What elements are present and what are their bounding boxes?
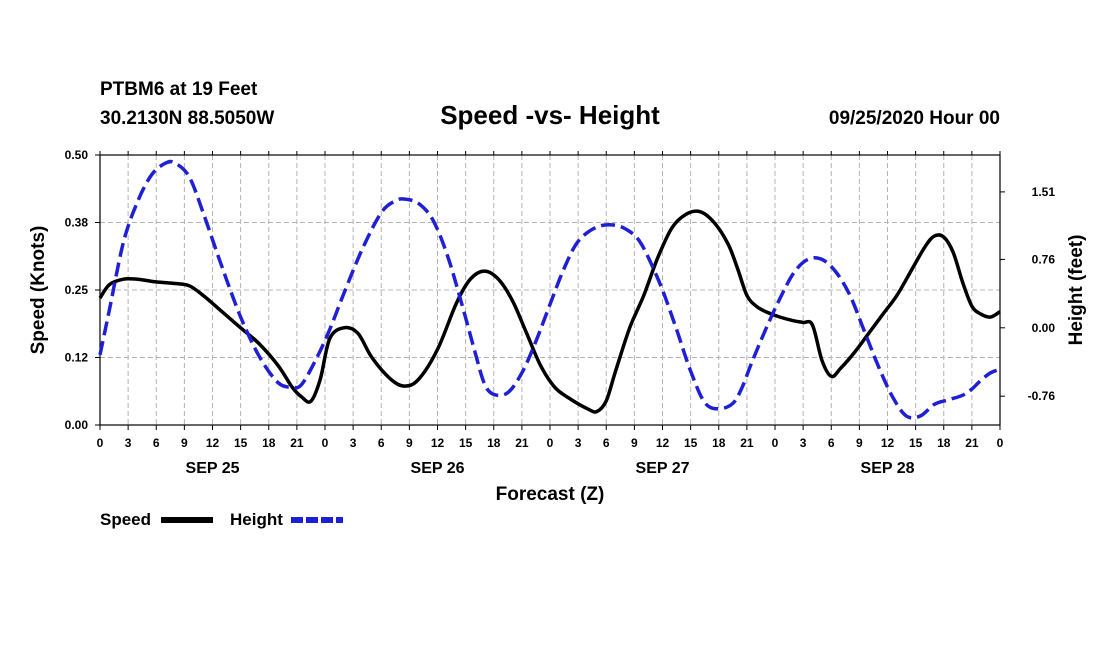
legend: Speed Height: [100, 510, 343, 529]
x-tick-labels: 0 3 6 9 12 15 18 21 0 3 6 9 12 15 18 21 0 3 6 9 12 15 18 21 0 3 6 9…: [97, 436, 1004, 450]
tick-marks: [95, 151, 1005, 430]
y-tick-label: 0.50: [65, 148, 89, 162]
x-tick-label: 3: [350, 436, 357, 450]
date-label: SEP 28: [861, 460, 915, 477]
y-tick-label: 0.00: [65, 418, 89, 432]
x-tick-label: 12: [206, 436, 220, 450]
date-label: SEP 27: [636, 460, 690, 477]
x-tick-label: 21: [515, 436, 529, 450]
station-coords: 30.2130N 88.5050W: [100, 108, 274, 129]
date-label: SEP 25: [186, 460, 240, 477]
x-tick-label: 9: [406, 436, 413, 450]
y2-tick-label: 1.51: [1032, 185, 1056, 199]
x-tick-label: 15: [234, 436, 248, 450]
x-tick-label: 0: [772, 436, 779, 450]
x-tick-label: 12: [656, 436, 670, 450]
x-tick-label: 9: [856, 436, 863, 450]
x-tick-label: 12: [431, 436, 445, 450]
x-axis-label: Forecast (Z): [496, 484, 605, 505]
y-tick-label: 0.12: [65, 351, 89, 365]
x-tick-label: 3: [575, 436, 582, 450]
x-tick-label: 18: [712, 436, 726, 450]
y-tick-labels: 0.00 0.12 0.25 0.38 0.50: [65, 148, 89, 432]
grid: [100, 155, 1000, 425]
legend-height-label: Height: [230, 510, 283, 529]
x-tick-label: 0: [97, 436, 104, 450]
y-tick-label: 0.38: [65, 216, 89, 230]
x-tick-label: 15: [684, 436, 698, 450]
speed-series-line: [98, 209, 1001, 414]
x-tick-label: 6: [153, 436, 160, 450]
issued-time: 09/25/2020 Hour 00: [829, 108, 1000, 129]
height-series-line: [98, 159, 1001, 420]
y2-tick-label: 0.00: [1032, 321, 1056, 335]
x-tick-label: 0: [547, 436, 554, 450]
y2-tick-labels: -0.76 0.00 0.76 1.51: [1028, 185, 1056, 403]
chart-title: Speed -vs- Height: [440, 100, 660, 130]
y-axis-label: Speed (Knots): [28, 226, 49, 355]
x-tick-label: 21: [740, 436, 754, 450]
x-tick-label: 21: [965, 436, 979, 450]
x-tick-label: 18: [262, 436, 276, 450]
x-tick-label: 0: [322, 436, 329, 450]
x-tick-label: 12: [881, 436, 895, 450]
y2-tick-label: -0.76: [1028, 389, 1056, 403]
y-tick-label: 0.25: [65, 283, 89, 297]
y2-axis-label: Height (feet): [1066, 235, 1087, 346]
date-labels: SEP 25 SEP 26 SEP 27 SEP 28: [186, 460, 915, 477]
x-tick-label: 6: [378, 436, 385, 450]
x-tick-label: 15: [909, 436, 923, 450]
station-name: PTBM6 at 19 Feet: [100, 79, 258, 100]
x-tick-label: 18: [487, 436, 501, 450]
y2-tick-label: 0.76: [1032, 252, 1056, 266]
date-label: SEP 26: [411, 460, 465, 477]
x-tick-label: 9: [631, 436, 638, 450]
x-tick-label: 0: [997, 436, 1004, 450]
x-tick-label: 6: [828, 436, 835, 450]
x-tick-label: 21: [290, 436, 304, 450]
series-group: [98, 159, 1001, 420]
x-tick-label: 9: [181, 436, 188, 450]
legend-speed-label: Speed: [100, 510, 151, 529]
x-tick-label: 3: [125, 436, 132, 450]
x-tick-label: 6: [603, 436, 610, 450]
x-tick-label: 3: [800, 436, 807, 450]
x-tick-label: 18: [937, 436, 951, 450]
x-tick-label: 15: [459, 436, 473, 450]
